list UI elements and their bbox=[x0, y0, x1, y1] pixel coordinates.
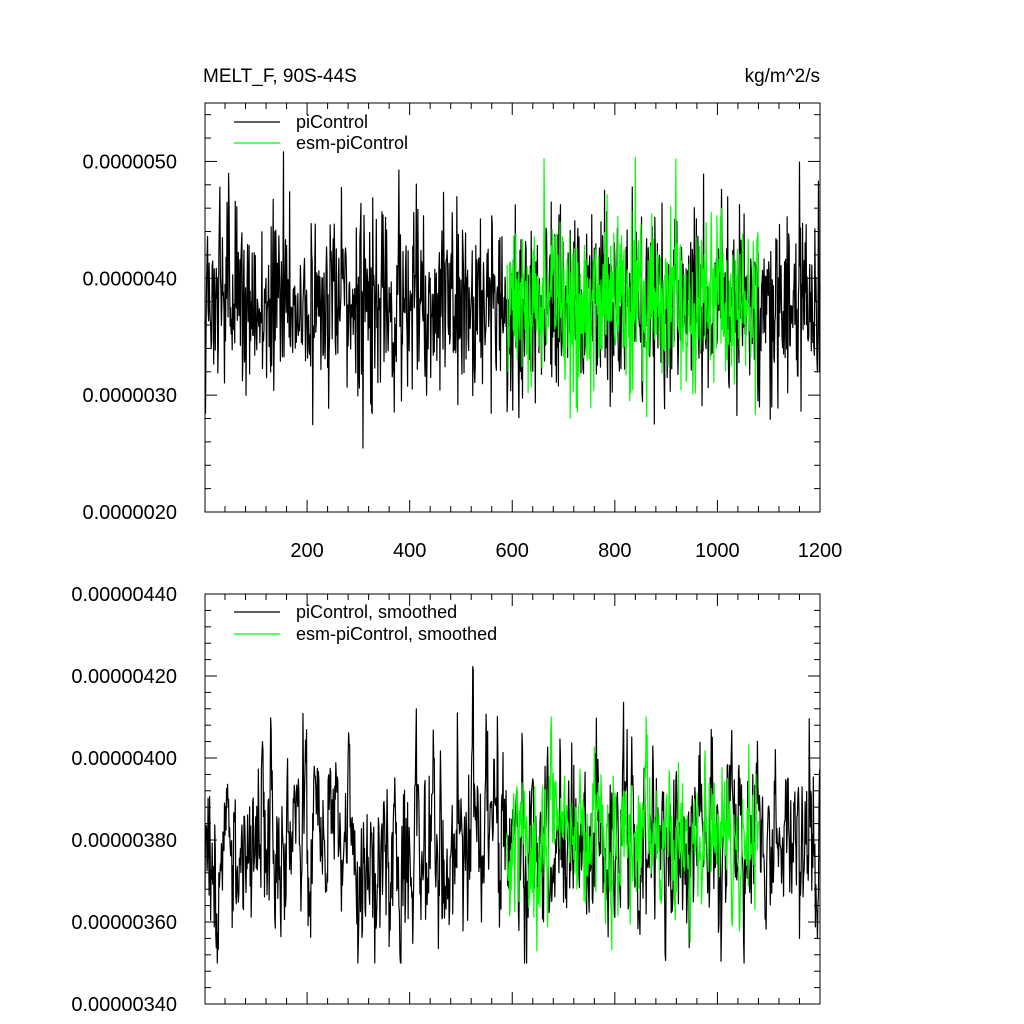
legend-label-esm-picontrol: esm-piControl bbox=[296, 133, 408, 153]
top-series-group bbox=[204, 151, 821, 449]
x-tick-label: 800 bbox=[598, 540, 631, 562]
y-tick-label: 0.0000040 bbox=[82, 268, 177, 290]
bottom-axes: 0.00000340 0.00000360 0.00000380 0.00000400… bbox=[71, 584, 821, 1016]
top-axes: 0.0000020 0.0000030 0.0000040 0.0000050 200 4… bbox=[82, 103, 842, 562]
bottom-series-group bbox=[204, 665, 821, 964]
x-tick-label: 1200 bbox=[798, 540, 843, 562]
y-tick-label: 0.00000400 bbox=[71, 748, 177, 770]
x-tick-label: 600 bbox=[496, 540, 529, 562]
series-line-picontrol bbox=[204, 151, 821, 449]
legend-label-esm-picontrol-smoothed: esm-piControl, smoothed bbox=[296, 624, 497, 644]
x-tick-label: 400 bbox=[393, 540, 426, 562]
y-tick-label: 0.00000360 bbox=[71, 912, 177, 934]
top-title: MELT_F, 90S-44S bbox=[203, 66, 357, 87]
y-tick-label: 0.00000440 bbox=[71, 584, 177, 606]
legend-label-picontrol: piControl bbox=[296, 112, 368, 132]
series-line-esm-picontrol bbox=[506, 156, 760, 419]
bottom-panel: 0.00000340 0.00000360 0.00000380 0.00000400… bbox=[71, 584, 821, 1016]
x-tick-label: 1000 bbox=[695, 540, 740, 562]
series-line-esm-picontrol-smoothed bbox=[506, 716, 760, 952]
legend-label-picontrol-smoothed: piControl, smoothed bbox=[296, 602, 457, 622]
y-tick-label: 0.0000030 bbox=[82, 385, 177, 407]
top-panel: MELT_F, 90S-44S kg/m^2/s 0.00000200.0000… bbox=[82, 66, 842, 562]
top-legend: piControl esm-piControl bbox=[234, 112, 408, 153]
y-tick-label: 0.00000340 bbox=[71, 994, 177, 1016]
top-units: kg/m^2/s bbox=[745, 66, 820, 87]
x-tick-label: 200 bbox=[290, 540, 323, 562]
y-tick-label: 0.0000050 bbox=[82, 151, 177, 173]
y-tick-label: 0.00000420 bbox=[71, 666, 177, 688]
y-tick-label: 0.0000020 bbox=[82, 502, 177, 524]
bottom-legend: piControl, smoothed esm-piControl, smoot… bbox=[234, 602, 497, 644]
y-tick-label: 0.00000380 bbox=[71, 830, 177, 852]
